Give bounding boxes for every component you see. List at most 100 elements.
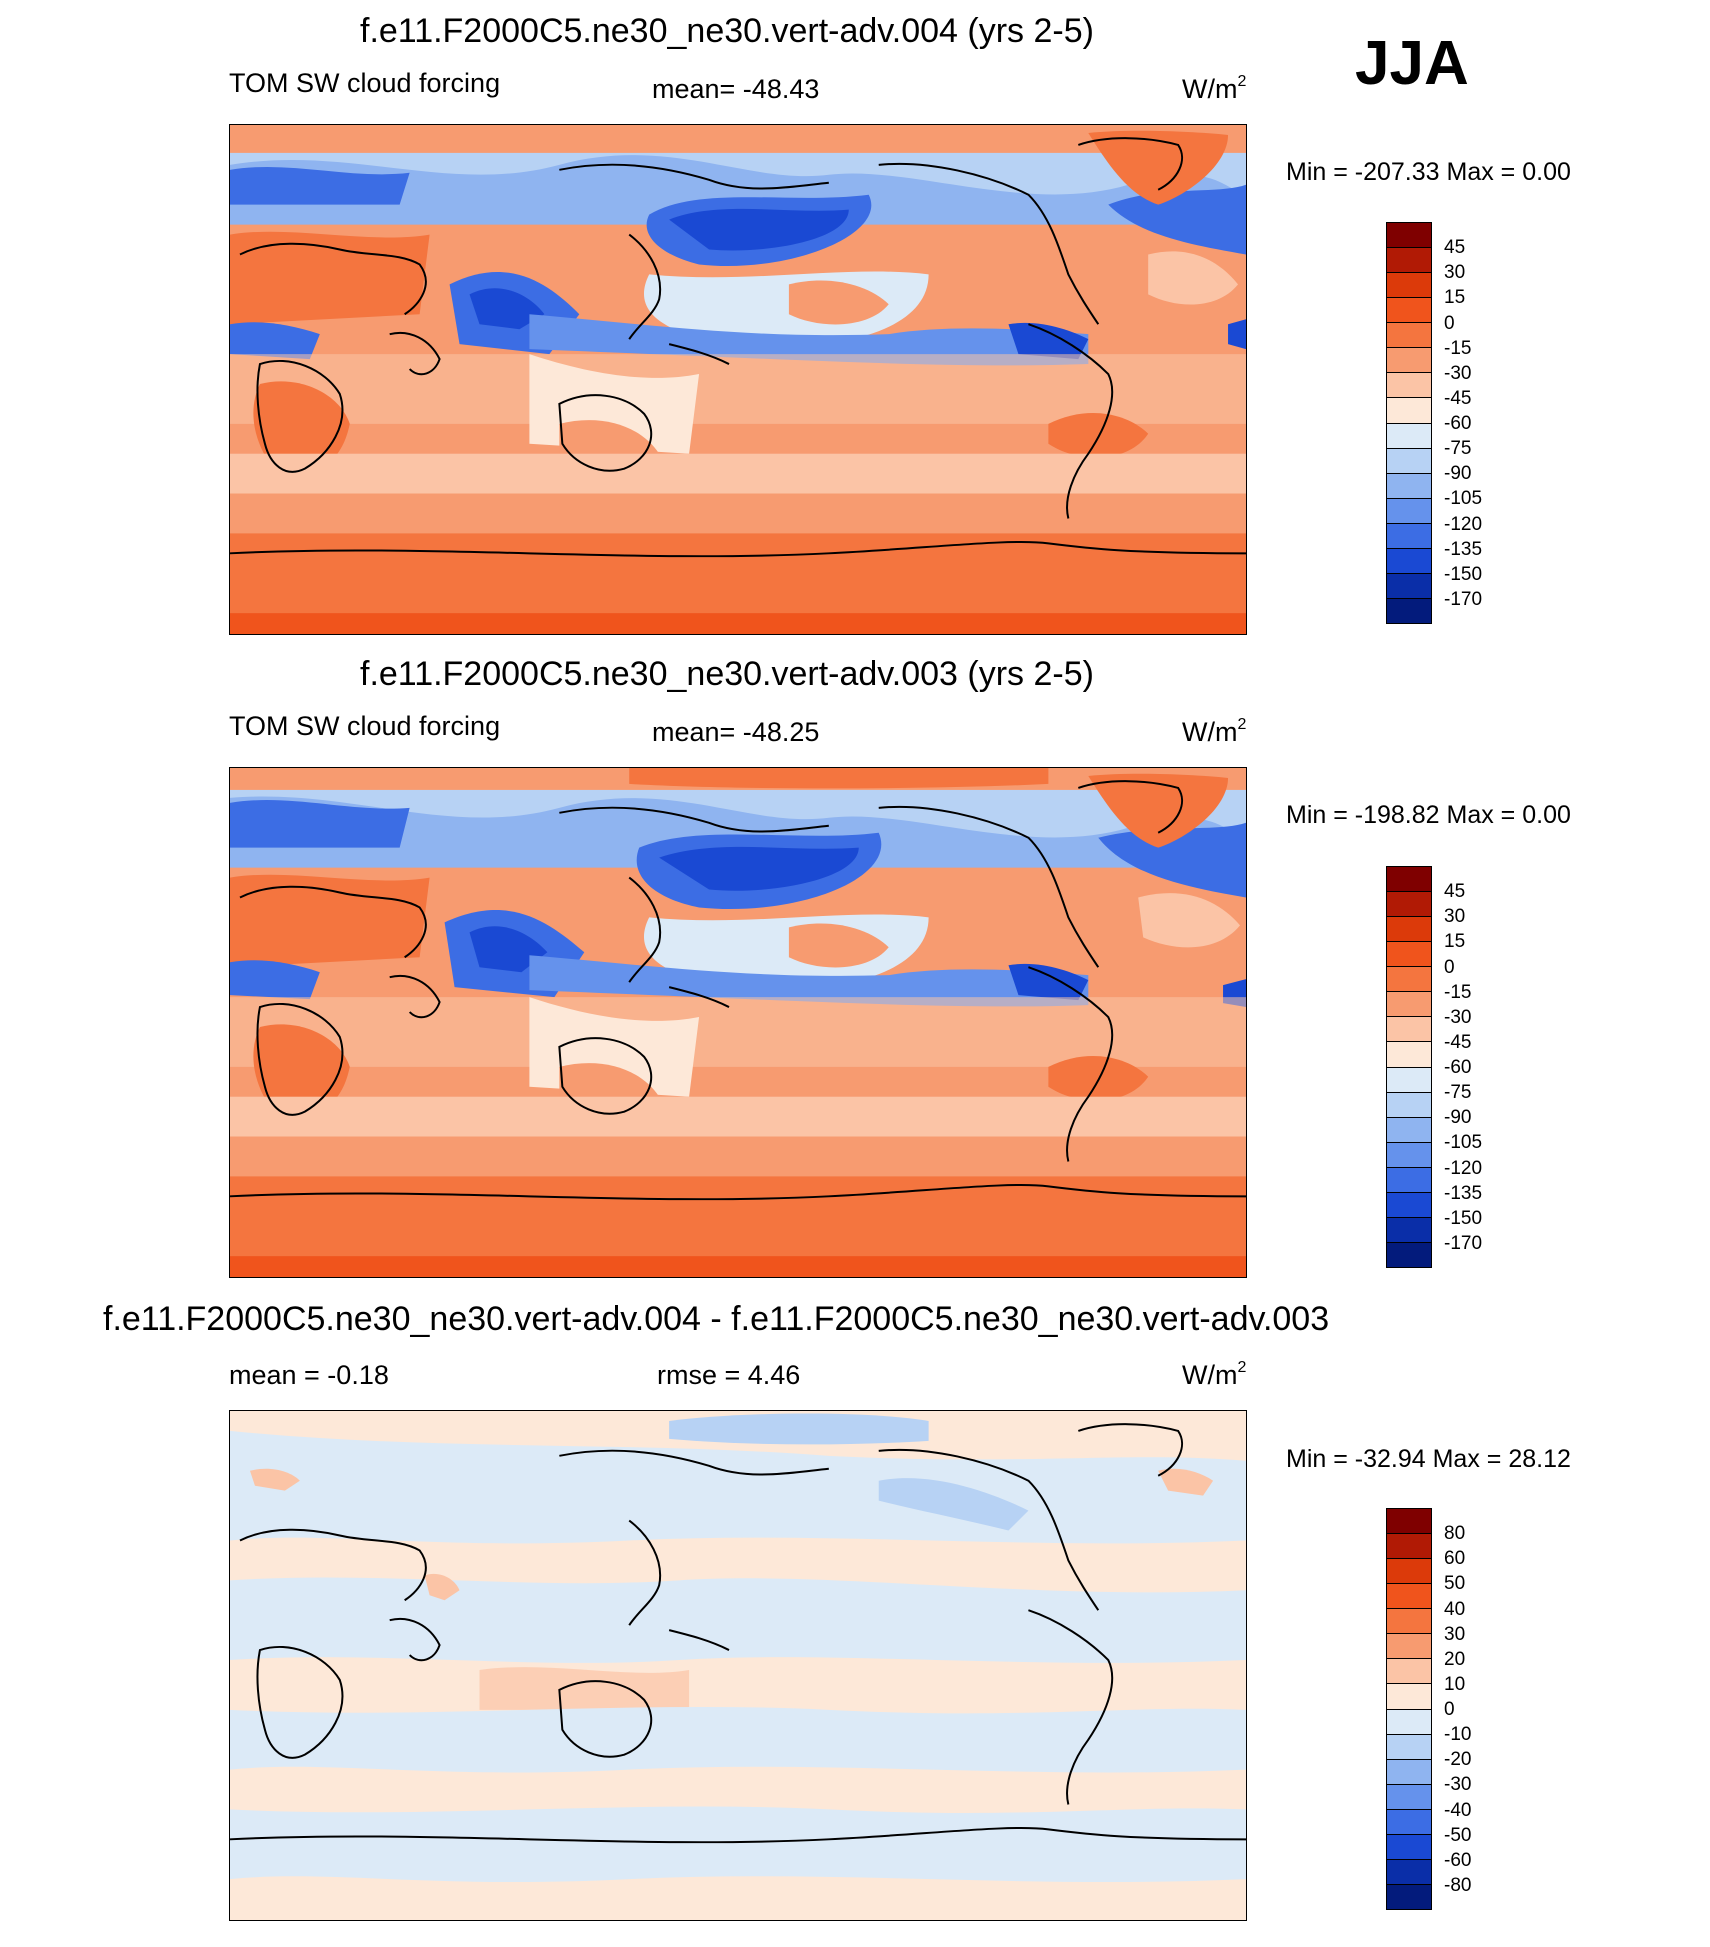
panel-3-colorbar-swatches <box>1386 1508 1432 1910</box>
colorbar-swatch <box>1387 1584 1431 1610</box>
colorbar-swatch <box>1387 1734 1431 1760</box>
colorbar-swatch <box>1387 223 1431 249</box>
colorbar-tick-label: -20 <box>1444 1749 1472 1771</box>
panel-2-colorbar-swatches <box>1386 866 1432 1268</box>
panel-2-minmax: Min = -198.82 Max = 0.00 <box>1286 801 1571 829</box>
colorbar-tick-label: 20 <box>1444 1648 1466 1670</box>
colorbar-swatch <box>1387 1809 1431 1835</box>
colorbar-swatch <box>1387 1534 1431 1560</box>
panel-2-variable-label: TOM SW cloud forcing <box>229 711 501 741</box>
colorbar-swatch <box>1387 1167 1431 1193</box>
panel-3-mean-label: mean = -0.18 <box>229 1360 389 1390</box>
colorbar-swatch <box>1387 917 1431 943</box>
colorbar-swatch <box>1387 1684 1431 1710</box>
colorbar-swatch <box>1387 1559 1431 1585</box>
colorbar-swatch <box>1387 1217 1431 1243</box>
panel-2-colorbar: 45 30 15 0 -15 -30 -45 -60 -75 -90 -105 -120 -135 -15… <box>1386 866 1482 1268</box>
colorbar-tick-label: -135 <box>1444 538 1483 560</box>
colorbar-tick-label: 45 <box>1444 237 1466 259</box>
colorbar-swatch <box>1387 1192 1431 1218</box>
colorbar-swatch <box>1387 1092 1431 1118</box>
unit-text: W/m <box>1182 74 1238 104</box>
colorbar-tick-label: -170 <box>1444 588 1483 610</box>
colorbar-tick-label: -80 <box>1444 1874 1472 1896</box>
colorbar-swatch <box>1387 1017 1431 1043</box>
colorbar-tick-label: -135 <box>1444 1182 1483 1204</box>
panel-3-map-graphic <box>230 1411 1246 1920</box>
colorbar-swatch <box>1387 498 1431 524</box>
colorbar-swatch <box>1387 298 1431 324</box>
colorbar-swatch <box>1387 1242 1431 1267</box>
panel-3-title: f.e11.F2000C5.ne30_ne30.vert-adv.004 - f… <box>103 1300 1330 1338</box>
colorbar-swatch <box>1387 448 1431 474</box>
colorbar-tick-label: -45 <box>1444 1031 1472 1053</box>
colorbar-swatch <box>1387 348 1431 374</box>
colorbar-tick-label: -75 <box>1444 1082 1472 1104</box>
colorbar-swatch <box>1387 423 1431 449</box>
panel-2-title: f.e11.F2000C5.ne30_ne30.vert-adv.003 (yr… <box>360 655 1094 693</box>
colorbar-swatch <box>1387 1609 1431 1635</box>
colorbar-swatch <box>1387 398 1431 424</box>
colorbar-tick-label: -40 <box>1444 1799 1472 1821</box>
colorbar-tick-label: 40 <box>1444 1598 1466 1620</box>
colorbar-swatch <box>1387 523 1431 549</box>
colorbar-tick-label: 15 <box>1444 931 1466 953</box>
panel-3-unit-label: W/m2 <box>1182 1359 1247 1391</box>
colorbar-tick-label: -120 <box>1444 1157 1483 1179</box>
unit-text: W/m <box>1182 1360 1238 1390</box>
colorbar-tick-label: 15 <box>1444 287 1466 309</box>
colorbar-swatch <box>1387 1067 1431 1093</box>
season-label: JJA <box>1355 29 1469 98</box>
colorbar-tick-label: -45 <box>1444 387 1472 409</box>
panel-2-unit-label: W/m2 <box>1182 716 1247 748</box>
colorbar-swatch <box>1387 867 1431 893</box>
colorbar-tick-label: 0 <box>1444 1699 1455 1720</box>
panel-1-minmax: Min = -207.33 Max = 0.00 <box>1286 158 1571 186</box>
colorbar-swatch <box>1387 942 1431 968</box>
unit-exponent: 2 <box>1237 1359 1247 1376</box>
colorbar-swatch <box>1387 573 1431 599</box>
colorbar-tick-label: -170 <box>1444 1232 1483 1254</box>
colorbar-tick-label: 30 <box>1444 906 1466 928</box>
colorbar-swatch <box>1387 1884 1431 1909</box>
panel-3-colorbar: 80 60 50 40 30 20 10 0 -10 -20 -30 -40 -50 -60 -80 <box>1386 1508 1471 1910</box>
panel-1-mean-label: mean= -48.43 <box>652 74 820 104</box>
colorbar-tick-label: 0 <box>1444 956 1455 978</box>
colorbar-tick-label: -90 <box>1444 1107 1472 1129</box>
colorbar-swatch <box>1387 1659 1431 1685</box>
colorbar-swatch <box>1387 1042 1431 1068</box>
panel-1-map <box>229 124 1247 635</box>
colorbar-tick-label: 30 <box>1444 1623 1466 1645</box>
colorbar-swatch <box>1387 967 1431 993</box>
colorbar-swatch <box>1387 1784 1431 1810</box>
unit-exponent: 2 <box>1237 716 1247 733</box>
colorbar-tick-label: 0 <box>1444 312 1455 334</box>
panel-3-map <box>229 1410 1247 1921</box>
colorbar-tick-label: -60 <box>1444 1057 1472 1078</box>
colorbar-swatch <box>1387 1142 1431 1168</box>
colorbar-tick-label: -120 <box>1444 513 1483 535</box>
colorbar-tick-label: -15 <box>1444 337 1472 359</box>
colorbar-tick-label: -105 <box>1444 1132 1483 1154</box>
unit-exponent: 2 <box>1237 73 1247 90</box>
colorbar-swatch <box>1387 992 1431 1018</box>
colorbar-swatch <box>1387 323 1431 349</box>
colorbar-tick-label: 10 <box>1444 1673 1466 1695</box>
colorbar-tick-label: -90 <box>1444 463 1472 485</box>
colorbar-swatch <box>1387 1117 1431 1143</box>
panel-2-map <box>229 767 1247 1278</box>
colorbar-tick-label: 45 <box>1444 881 1466 903</box>
colorbar-tick-label: -75 <box>1444 438 1472 460</box>
colorbar-tick-label: -60 <box>1444 413 1472 434</box>
panel-1-colorbar-swatches <box>1386 222 1432 624</box>
panel-1-colorbar: 45 30 15 0 -15 -30 -45 -60 -75 -90 -105 -120 -135 -15… <box>1386 222 1482 624</box>
unit-text: W/m <box>1182 717 1238 747</box>
colorbar-swatch <box>1387 892 1431 918</box>
panel-3-rmse-label: rmse = 4.46 <box>657 1360 801 1390</box>
panel-1-title: f.e11.F2000C5.ne30_ne30.vert-adv.004 (yr… <box>360 12 1094 50</box>
panel-3-minmax: Min = -32.94 Max = 28.12 <box>1286 1445 1571 1473</box>
panel-1-unit-label: W/m2 <box>1182 73 1247 105</box>
colorbar-tick-label: -10 <box>1444 1724 1472 1746</box>
colorbar-swatch <box>1387 1509 1431 1535</box>
colorbar-tick-label: -60 <box>1444 1849 1472 1871</box>
